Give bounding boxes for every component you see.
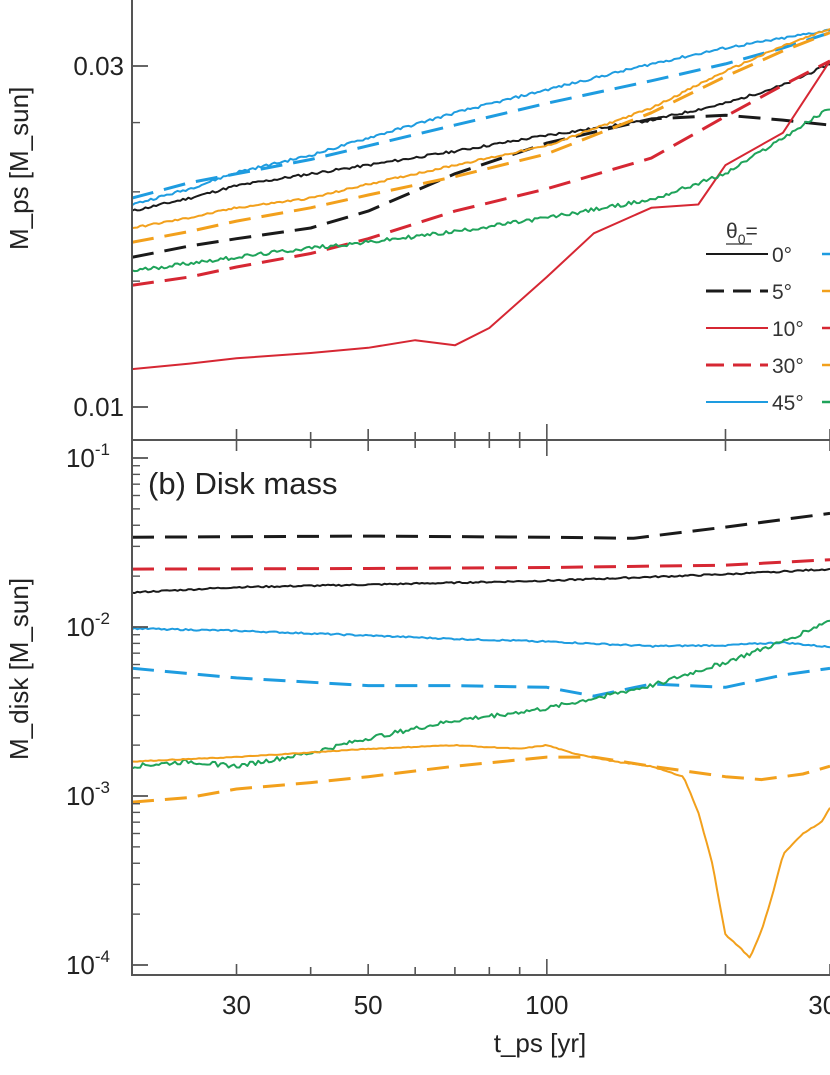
legend: θ0= 0° 5° 10° 30° 45°: [700, 215, 830, 415]
legend-background: [700, 215, 830, 415]
panel-a-series: [132, 27, 830, 371]
panel-a-series-0-solid: [132, 63, 830, 212]
x-tick-label: 100: [525, 990, 568, 1020]
panel-a-y-ticks: 0.03 0.01: [73, 51, 148, 422]
panel-b-y-tick-label-base: 10: [66, 443, 95, 473]
panel-b-y-axis-label-text: M_disk [M_sun]: [4, 578, 34, 760]
panel-b-series-30-dashed: [132, 558, 830, 571]
panel-b-series-orange-solid: [132, 744, 830, 959]
panel-b-frame: [131, 439, 830, 976]
legend-title-theta: θ: [726, 220, 738, 243]
panel-a-series-5-dashed: [132, 113, 830, 259]
panel-b-y-tick-label: 10-3: [66, 778, 110, 811]
panel-a-y-tick-label: 0.01: [73, 392, 124, 422]
panel-a-series-blue-dashed: [132, 31, 830, 200]
x-axis-label: t_ps [yr]: [494, 1028, 586, 1058]
panel-b-series-0-solid: [132, 567, 830, 594]
x-tick-label: 30: [222, 990, 251, 1020]
panel-a-y-tick-label-base: 0.01: [73, 392, 124, 422]
panel-b-y-tick-label: 10-1: [66, 440, 110, 473]
panel-a-series-30-dashed: [132, 59, 830, 287]
x-ticks: 30 50 100 300: [222, 990, 830, 1020]
panel-a-y-tick-label-base: 0.03: [73, 51, 124, 81]
panel-b-y-tick-label-base: 10: [66, 612, 95, 642]
panel-b-series-orange-dashed: [132, 755, 830, 804]
legend-title-eq: =: [745, 220, 757, 243]
panel-a-y-tick-label: 0.03: [73, 51, 124, 81]
legend-title-sub: 0: [738, 231, 746, 247]
legend-label: 30°: [772, 355, 804, 378]
panel-b-series-5-dashed: [132, 511, 830, 540]
panel-a-y-axis-label-text: M_ps [M_sun]: [4, 87, 34, 250]
panel-a-series-45-solid: [132, 28, 830, 207]
legend-label: 5°: [772, 281, 792, 304]
panel-b-title: (b) Disk mass: [148, 466, 337, 501]
panel-b-y-tick-label: 10-2: [66, 609, 110, 642]
panel-b: 10-110-210-310-4 3050100300 (b) Disk mas…: [4, 439, 830, 1058]
panel-b-y-axis-label: M_disk [M_sun]: [4, 578, 34, 760]
legend-label: 10°: [772, 318, 804, 341]
panel-b-y-tick-label-base: 10: [66, 950, 95, 980]
x-tick-label: 300: [808, 990, 830, 1020]
panel-b-series: [132, 511, 830, 959]
panel-b-series-green-solid: [132, 619, 830, 770]
panel-b-y-ticks: 10-110-210-310-4: [66, 440, 148, 980]
x-tick-label: 50: [354, 990, 383, 1020]
legend-title: θ0=: [726, 220, 758, 247]
panel-b-y-tick-label-base: 10: [66, 781, 95, 811]
panel-a-series-orange-dashed: [132, 31, 830, 244]
panel-b-axes: [131, 440, 830, 976]
panel-a-y-axis-label: M_ps [M_sun]: [4, 87, 34, 250]
panel-b-y-tick-label: 10-4: [66, 947, 110, 980]
panel-b-y-tick-label-exp: -1: [95, 440, 110, 459]
legend-label: 0°: [772, 244, 792, 267]
panel-b-series-blue-dashed: [132, 666, 830, 698]
panel-a: 0.03 0.01 M_ps [M_sun] θ0= 0° 5° 10° 30° 45°: [4, 0, 830, 441]
panel-b-y-tick-label-exp: -3: [95, 778, 110, 797]
panel-a-series-orange-solid: [132, 27, 830, 230]
panel-b-y-tick-label-exp: -4: [95, 947, 110, 966]
legend-label: 45°: [772, 392, 804, 415]
panel-b-series-45-solid: [132, 627, 830, 649]
panel-b-y-tick-label-exp: -2: [95, 609, 110, 628]
panel-a-series-green-solid: [132, 108, 830, 273]
